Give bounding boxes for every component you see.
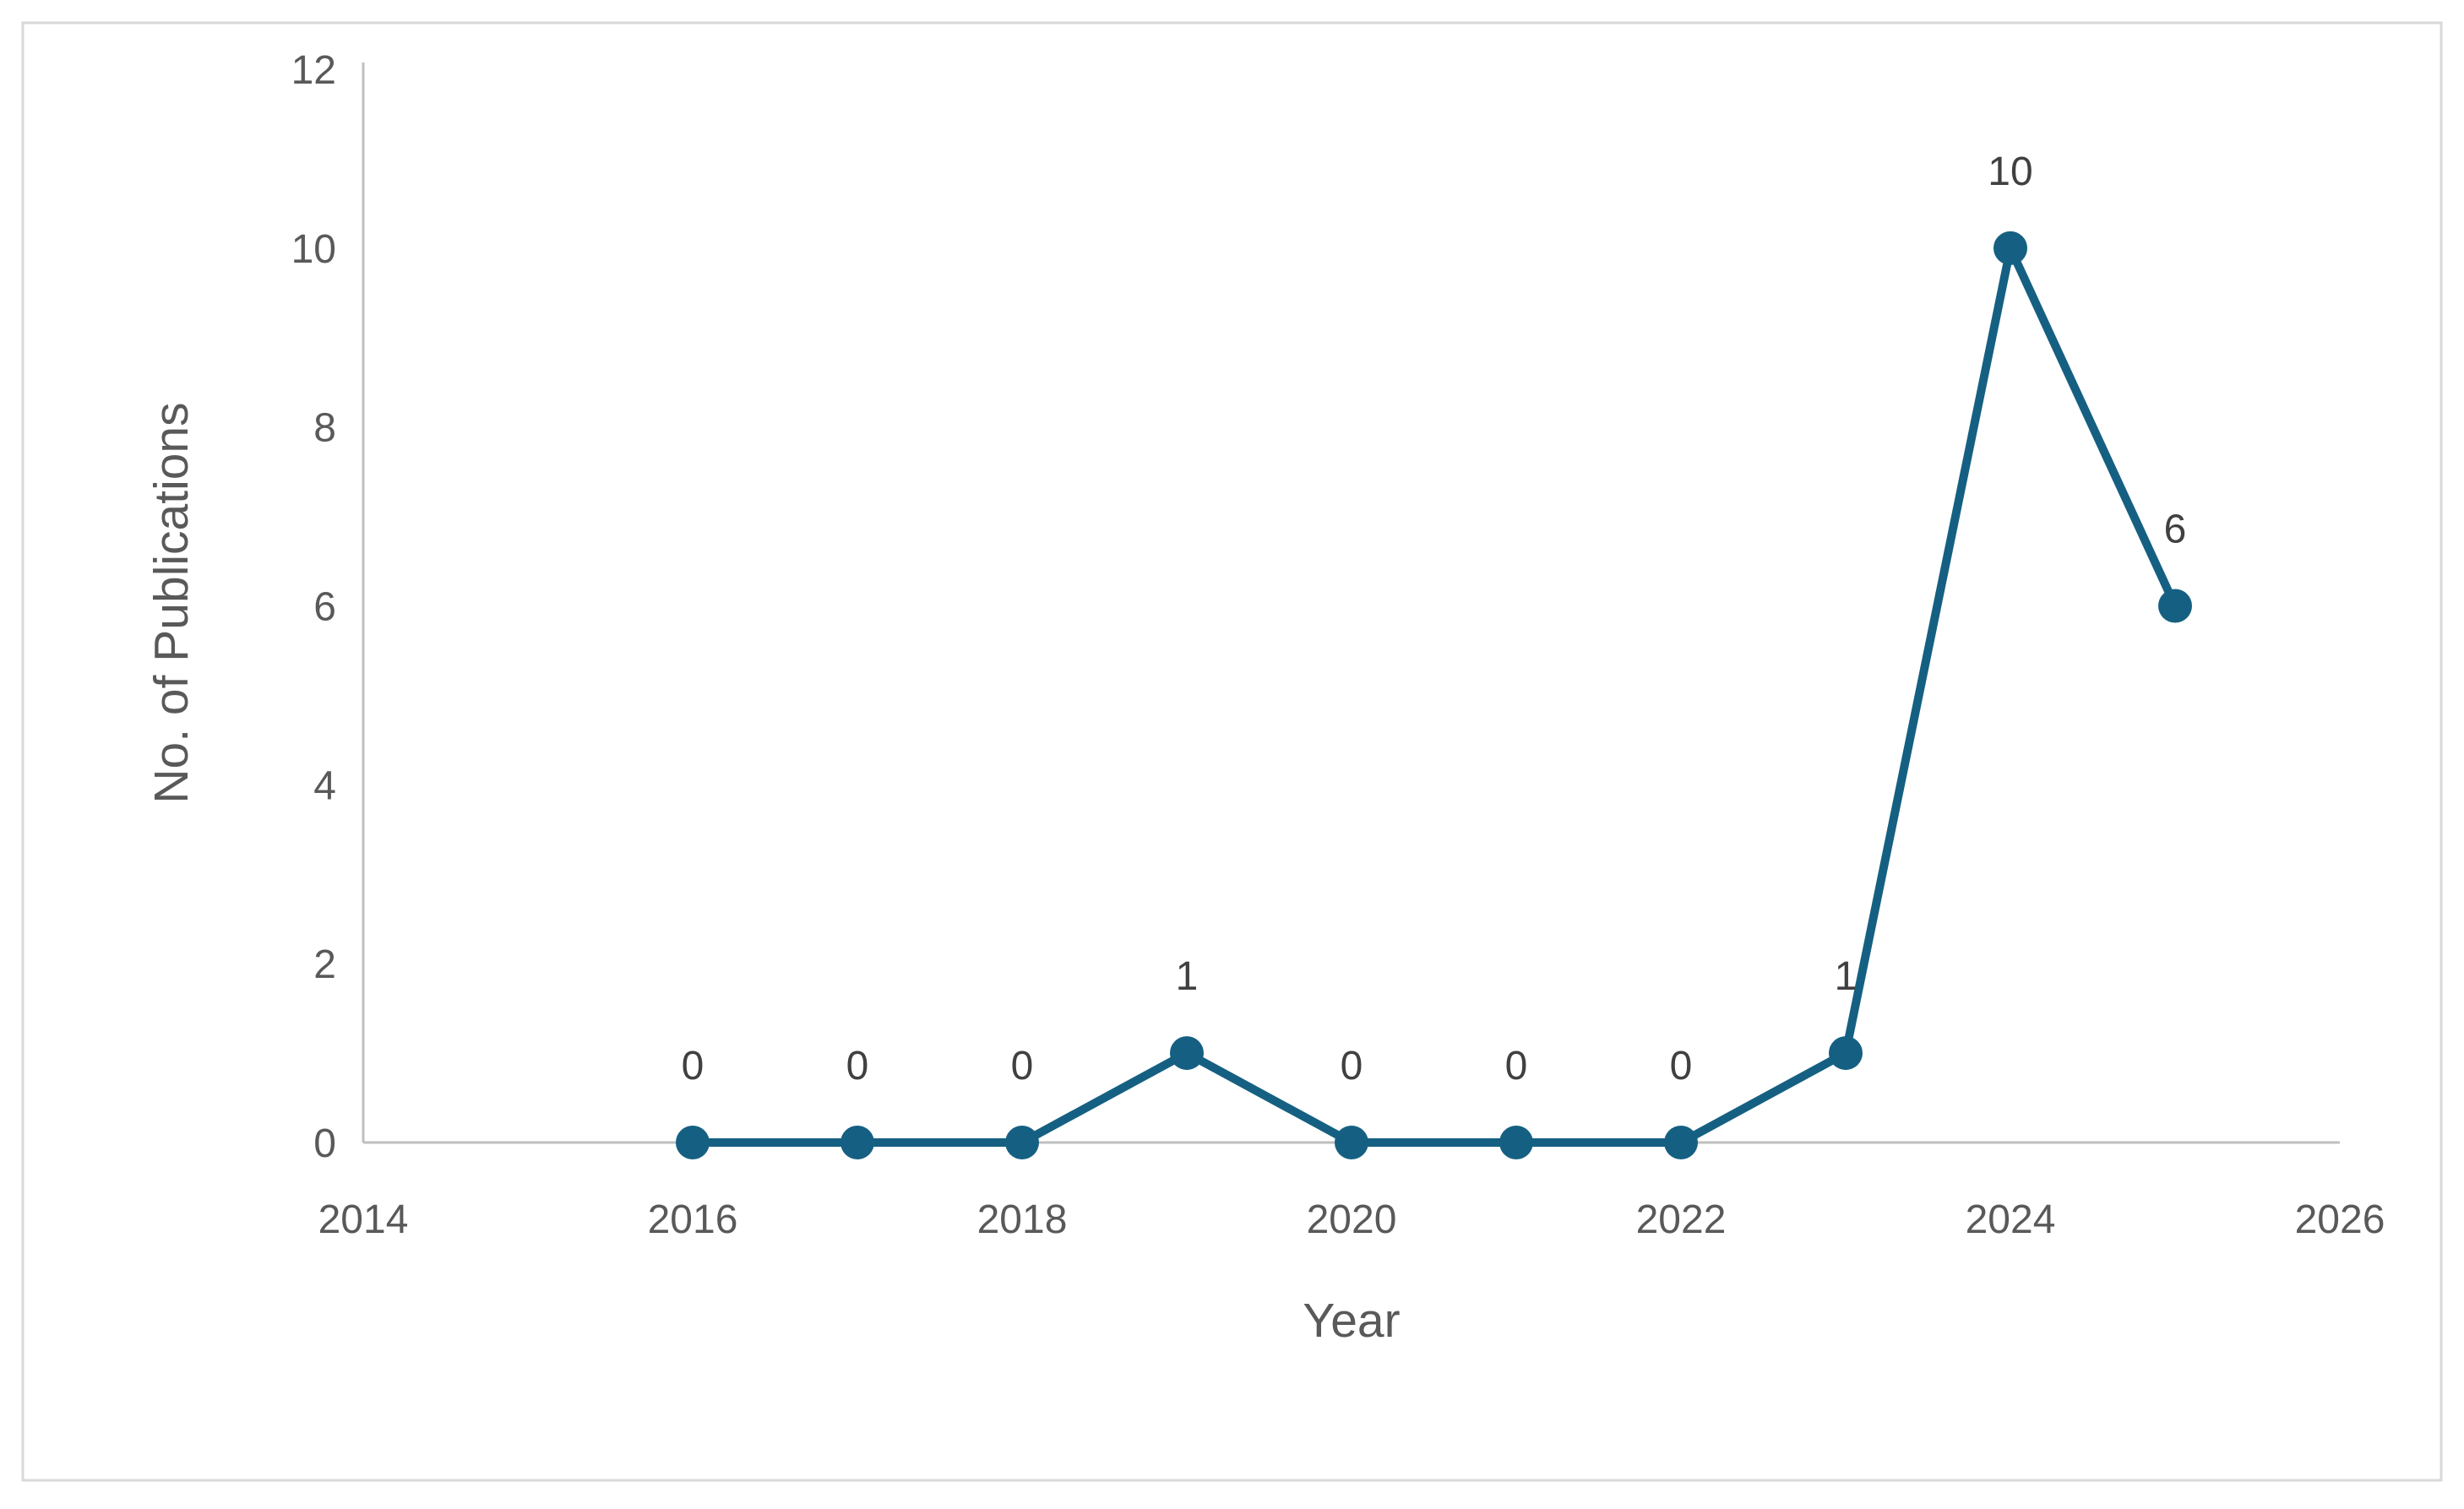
y-axis-tick-labels: 0 2 4 6 8 10 12 [291,48,336,1166]
y-tick-label-8: 8 [313,406,336,451]
data-point-2025 [2158,589,2192,623]
data-label-2025: 6 [2164,508,2187,552]
y-tick-label-12: 12 [291,48,336,93]
data-label-2016: 0 [682,1044,704,1088]
data-point-2020 [1335,1126,1368,1159]
data-label-2020: 0 [1341,1044,1363,1088]
data-label-2021: 0 [1505,1044,1528,1088]
x-tick-label-2018: 2018 [977,1197,1068,1242]
x-tick-label-2022: 2022 [1636,1197,1727,1242]
figure-border [21,21,2443,1482]
x-tick-label-2016: 2016 [648,1197,738,1242]
x-tick-label-2014: 2014 [318,1197,409,1242]
x-axis-title: Year [1303,1294,1400,1348]
x-tick-label-2020: 2020 [1307,1197,1397,1242]
y-tick-label-6: 6 [313,585,336,630]
data-label-2022: 0 [1670,1044,1693,1088]
y-axis-title: No. of Publications [144,402,199,803]
y-tick-label-10: 10 [291,227,336,272]
x-tick-label-2024: 2024 [1966,1197,2056,1242]
data-point-2017 [840,1126,874,1159]
data-point-2016 [676,1126,710,1159]
series-line [688,243,2179,1147]
data-label-2017: 0 [846,1044,869,1088]
data-point-2024 [1994,231,2027,265]
y-tick-label-2: 2 [313,942,336,987]
data-point-2018 [1005,1126,1039,1159]
y-tick-label-0: 0 [313,1121,336,1166]
x-tick-label-2026: 2026 [2295,1197,2385,1242]
data-point-2023 [1829,1036,1863,1071]
data-label-2019: 1 [1176,954,1199,999]
x-axis-tick-labels: 2014 2016 2018 2020 2022 2024 2026 [318,1197,2385,1242]
data-point-2021 [1499,1126,1533,1159]
data-label-2023: 1 [1835,954,1858,999]
series-publications [676,231,2192,1159]
data-point-2022 [1664,1126,1698,1159]
data-point-2019 [1170,1036,1204,1071]
data-label-2024: 10 [1988,149,2032,194]
y-tick-label-4: 4 [313,763,336,808]
data-label-2018: 0 [1011,1044,1034,1088]
